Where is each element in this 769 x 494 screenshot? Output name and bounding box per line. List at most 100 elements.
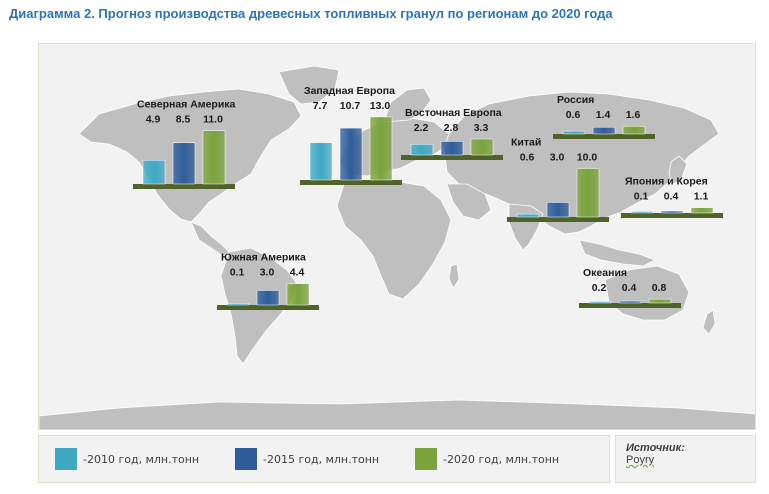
bar (546, 202, 570, 218)
bar (516, 213, 540, 218)
region-group: 0.2 0.4 0.8 Океания (579, 267, 681, 308)
bar (172, 142, 196, 185)
legend-swatch-2010 (55, 448, 77, 470)
bars-layer: 4.9 8.5 11.0 Северная Америка 7.7 10.7 13.0 Зап… (133, 85, 723, 310)
data-label: 2.8 (444, 122, 459, 134)
japan-shape (668, 155, 688, 185)
data-label: 0.6 (520, 152, 535, 164)
bar (660, 210, 684, 214)
data-label: 13.0 (370, 100, 391, 112)
bar (440, 141, 464, 156)
southeast-asia-shape (578, 239, 656, 267)
data-label: 3.0 (550, 152, 565, 164)
data-label: 0.4 (622, 282, 637, 294)
data-label: 0.2 (592, 282, 607, 294)
bar (202, 130, 226, 185)
source-value: Poyry (626, 454, 655, 466)
land-masses (39, 65, 755, 429)
region-name: Восточная Европа (405, 107, 502, 119)
data-label: 10.0 (577, 152, 598, 164)
bar (576, 168, 600, 218)
legend-label-2015: -2015 год, млн.тонн (263, 452, 380, 466)
bar (470, 138, 494, 156)
region-group: 0.1 0.4 1.1 Япония и Корея (621, 176, 723, 218)
bar (562, 130, 586, 135)
legend-item-2015: -2015 год, млн.тонн (235, 446, 379, 472)
region-group: 0.6 1.4 1.6 Россия (553, 94, 655, 139)
region-base (401, 155, 503, 160)
region-base (507, 217, 609, 222)
source-label: Источник: (626, 442, 685, 454)
region-base (579, 303, 681, 308)
source-box: Источник: Poyry (615, 435, 756, 483)
data-label: 11.0 (203, 114, 223, 126)
bar (369, 116, 393, 181)
data-label: 2.2 (414, 122, 429, 134)
legend-label-2020: -2020 год, млн.тонн (443, 452, 560, 466)
region-base (300, 180, 402, 185)
greenland-shape (278, 65, 340, 105)
data-label: 4.9 (146, 114, 161, 126)
data-label: 0.8 (652, 282, 667, 294)
data-label: 7.7 (313, 100, 328, 112)
bar (256, 290, 280, 306)
bar (648, 298, 672, 304)
bar (286, 283, 310, 306)
region-name: Западная Европа (304, 85, 395, 97)
region-base (217, 305, 319, 310)
legend-label-2010: -2010 год, млн.тонн (83, 452, 200, 466)
region-group: 2.2 2.8 3.3 Восточная Европа (401, 107, 503, 160)
data-label: 1.4 (596, 109, 611, 121)
region-name: Япония и Корея (625, 176, 708, 188)
madagascar-shape (448, 263, 460, 289)
data-label: 0.4 (664, 191, 679, 203)
bar (630, 211, 654, 214)
bar (592, 126, 616, 135)
region-name: Китай (511, 137, 541, 149)
bar (410, 144, 434, 156)
region-base (133, 184, 235, 189)
data-label: 3.0 (260, 267, 275, 279)
bar (618, 300, 642, 304)
data-label: 4.4 (290, 267, 305, 279)
region-base (621, 213, 723, 218)
bar (622, 125, 646, 135)
region-base (553, 134, 655, 139)
region-name: Южная Америка (221, 252, 306, 264)
chart-panel: 4.9 8.5 11.0 Северная Америка 7.7 10.7 13.0 Зап… (38, 43, 756, 430)
world-map: 4.9 8.5 11.0 Северная Америка 7.7 10.7 13.0 Зап… (39, 65, 755, 429)
region-name: Россия (557, 94, 594, 106)
data-label: 1.1 (694, 191, 709, 203)
data-label: 3.3 (474, 122, 489, 134)
bar (339, 127, 363, 181)
data-label: 0.1 (230, 267, 245, 279)
bar (690, 207, 714, 214)
arabia-shape (446, 183, 492, 221)
legend-swatch-2015 (235, 448, 257, 470)
bar (226, 303, 250, 306)
data-label: 0.1 (634, 191, 649, 203)
africa-shape (336, 179, 452, 300)
bar (588, 301, 612, 304)
chart-title: Диаграмма 2. Прогноз производства древес… (9, 6, 613, 21)
bar (309, 142, 333, 181)
india-shape (508, 203, 544, 251)
antarctica-shape (39, 399, 755, 429)
new-zealand-shape (702, 309, 716, 335)
legend-swatch-2020 (415, 448, 437, 470)
legend: -2010 год, млн.тонн -2015 год, млн.тонн … (38, 435, 610, 483)
scandinavia-shape (383, 87, 432, 123)
legend-item-2020: -2020 год, млн.тонн (415, 446, 559, 472)
bar (142, 159, 166, 185)
region-name: Океания (583, 267, 627, 279)
region-group: 4.9 8.5 11.0 Северная Америка (133, 99, 236, 189)
data-label: 0.6 (566, 109, 581, 121)
region-name: Северная Америка (137, 99, 236, 111)
data-label: 8.5 (176, 114, 191, 126)
region-group: 7.7 10.7 13.0 Западная Европа (300, 85, 402, 185)
region-group: 0.6 3.0 10.0 Китай (507, 137, 609, 222)
legend-item-2010: -2010 год, млн.тонн (55, 446, 199, 472)
data-label: 10.7 (340, 100, 361, 112)
data-label: 1.6 (626, 109, 641, 121)
region-group: 0.1 3.0 4.4 Южная Америка (217, 252, 319, 310)
